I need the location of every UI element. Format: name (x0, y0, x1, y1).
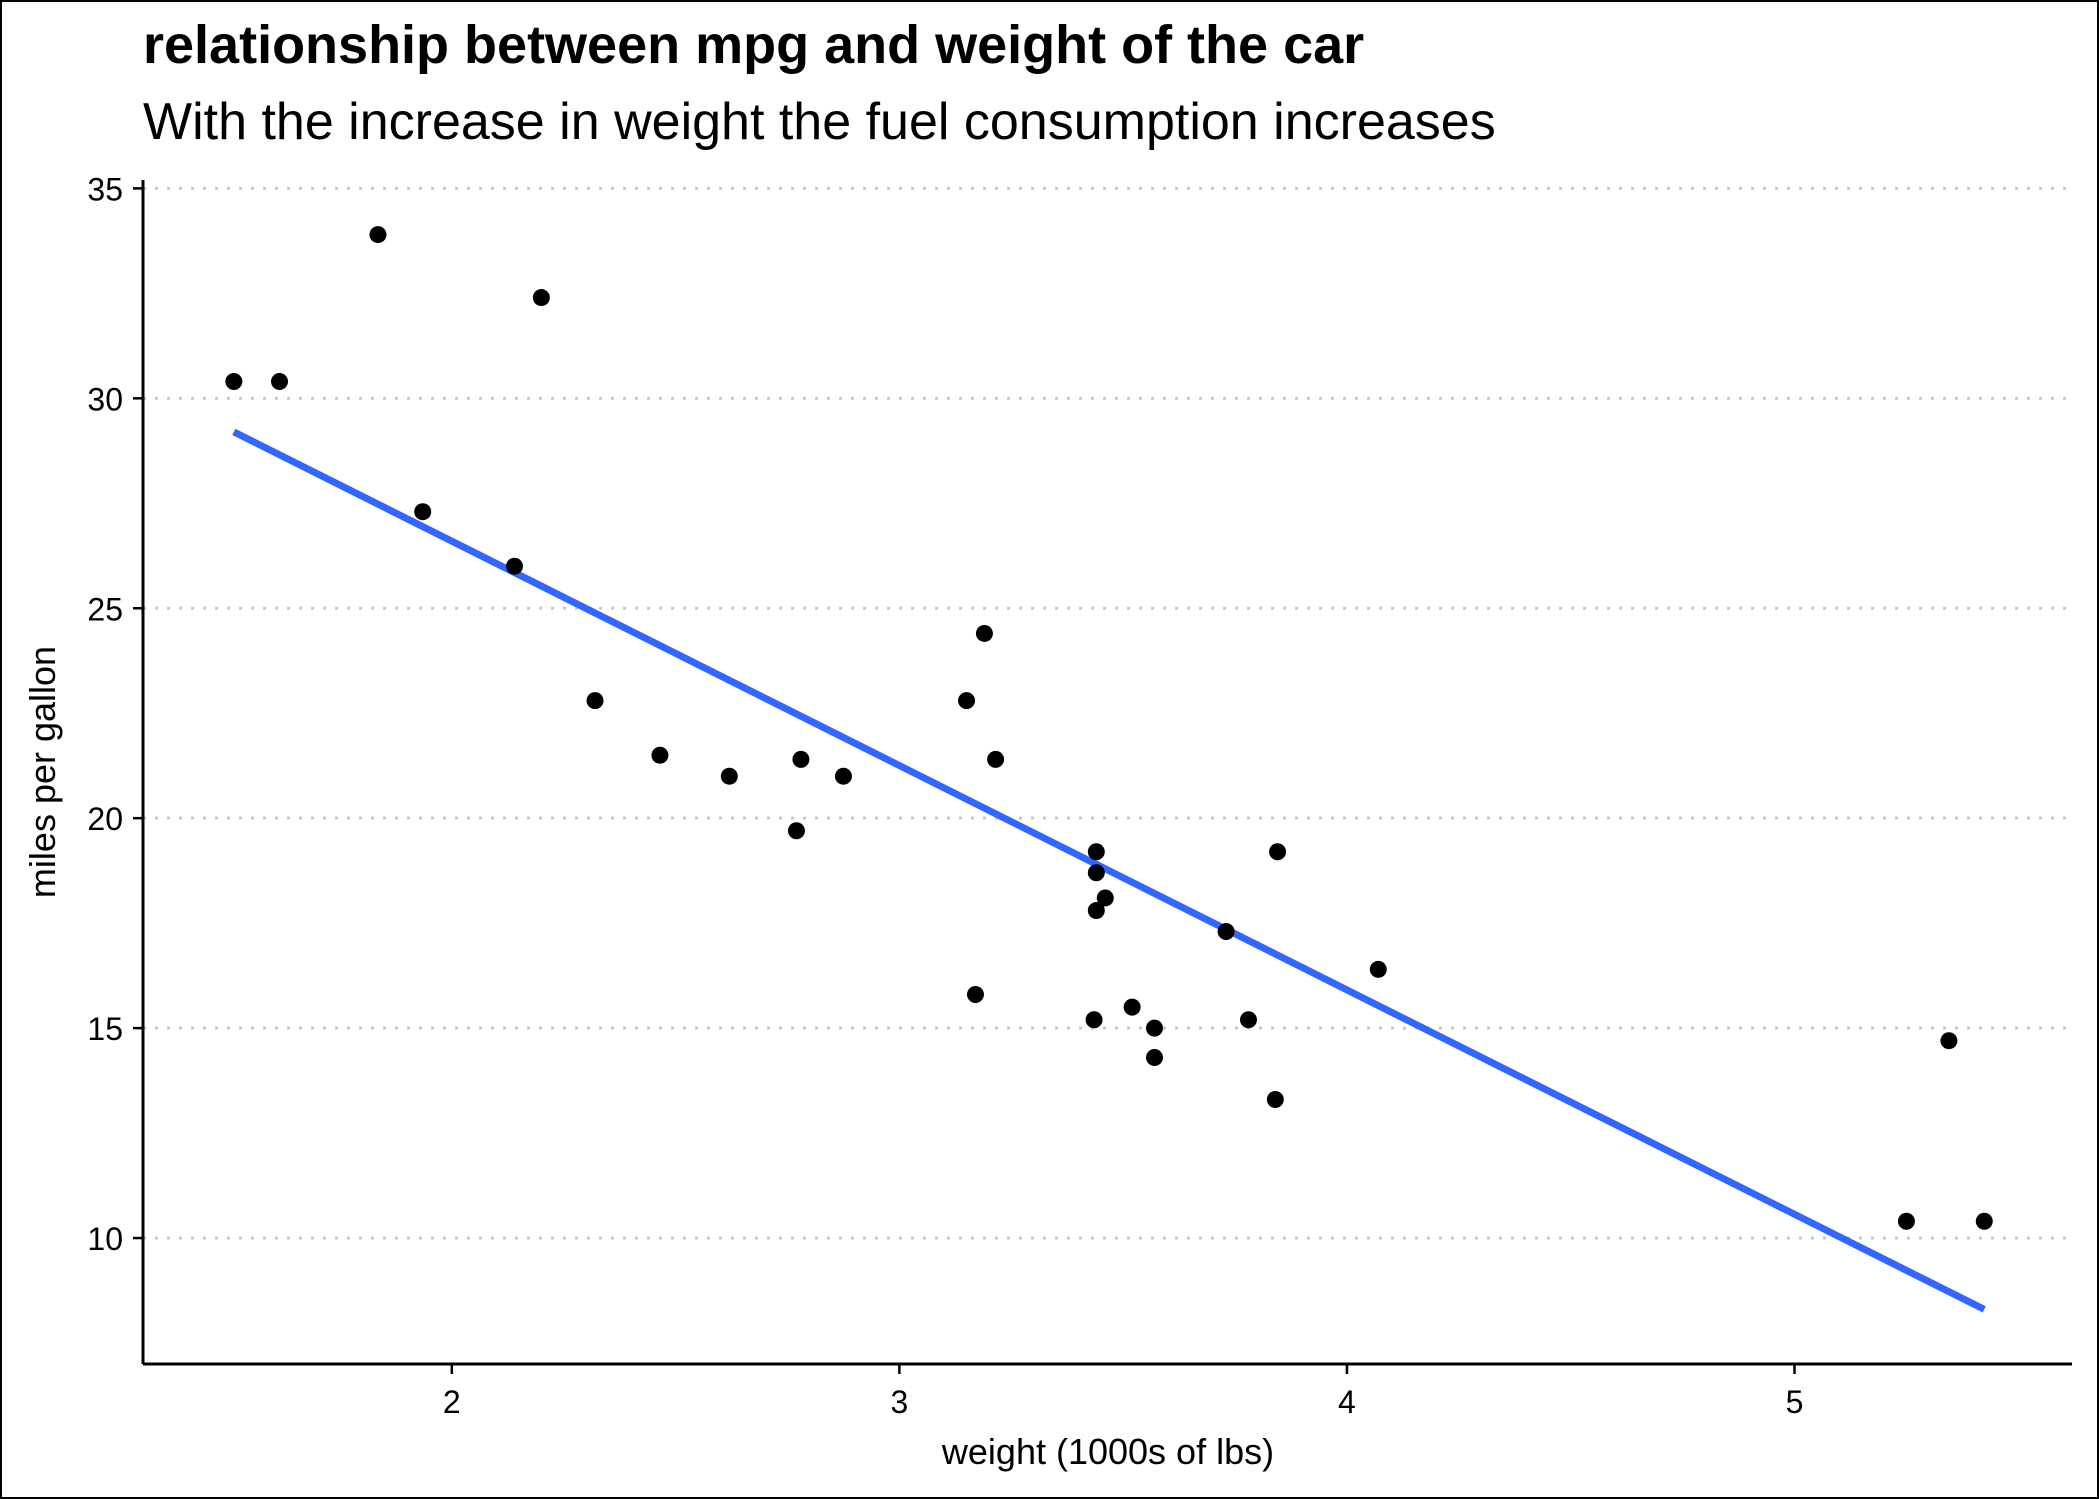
data-point-21 (1123, 998, 1141, 1016)
data-point-29 (787, 822, 805, 840)
trend-line (232, 428, 1986, 1313)
data-point-2 (586, 692, 604, 710)
gridlines (143, 186, 2072, 1240)
data-point-31 (792, 750, 810, 768)
x-axis-title: weight (1000s of lbs) (941, 1431, 1274, 1472)
data-point-14 (1897, 1212, 1915, 1230)
data-point-13 (1239, 1011, 1257, 1029)
data-point-28 (966, 986, 984, 1004)
data-point-12 (1217, 923, 1235, 941)
x-tick-label-3: 3 (890, 1384, 908, 1420)
y-tick-label-15: 15 (87, 1011, 123, 1047)
y-tick-label-25: 25 (87, 591, 123, 627)
y-tick-label-30: 30 (87, 381, 123, 417)
data-point-10 (1087, 902, 1105, 920)
data-point-17 (532, 289, 550, 307)
chart-title: relationship between mpg and weight of t… (143, 15, 1365, 75)
data-points (225, 226, 1993, 1230)
y-tick-label-20: 20 (87, 801, 123, 837)
data-point-3 (987, 750, 1005, 768)
x-tick-label-4: 4 (1338, 1384, 1356, 1420)
data-point-26 (505, 557, 523, 575)
y-axis-title: miles per gallon (22, 646, 63, 898)
data-point-9 (1087, 843, 1105, 861)
chart-subtitle: With the increase in weight the fuel con… (143, 93, 1496, 151)
data-point-1 (834, 767, 852, 785)
data-point-11 (1369, 960, 1387, 978)
data-point-20 (651, 746, 669, 764)
data-point-8 (958, 692, 976, 710)
data-point-24 (1269, 843, 1287, 861)
data-point-5 (1096, 889, 1114, 907)
y-tick-label-10: 10 (87, 1221, 123, 1257)
data-point-19 (369, 226, 387, 244)
data-point-7 (975, 624, 993, 642)
data-point-18 (271, 373, 289, 391)
x-tick-label-5: 5 (1786, 1384, 1804, 1420)
data-point-6 (1145, 1049, 1163, 1067)
data-point-30 (1145, 1019, 1163, 1037)
y-tick-label-35: 35 (87, 171, 123, 207)
trend-line-layer (232, 428, 1986, 1313)
data-point-15 (1975, 1212, 1993, 1230)
data-point-23 (1266, 1090, 1284, 1108)
data-point-0 (720, 767, 738, 785)
data-point-16 (1940, 1032, 1958, 1050)
data-point-27 (225, 373, 243, 391)
x-tick-label-2: 2 (443, 1384, 461, 1420)
data-point-22 (1085, 1011, 1103, 1029)
data-point-25 (414, 503, 432, 521)
axes: 10 15 20 25 30 35 2 3 4 5 (87, 171, 2072, 1420)
data-point-4 (1087, 864, 1105, 882)
